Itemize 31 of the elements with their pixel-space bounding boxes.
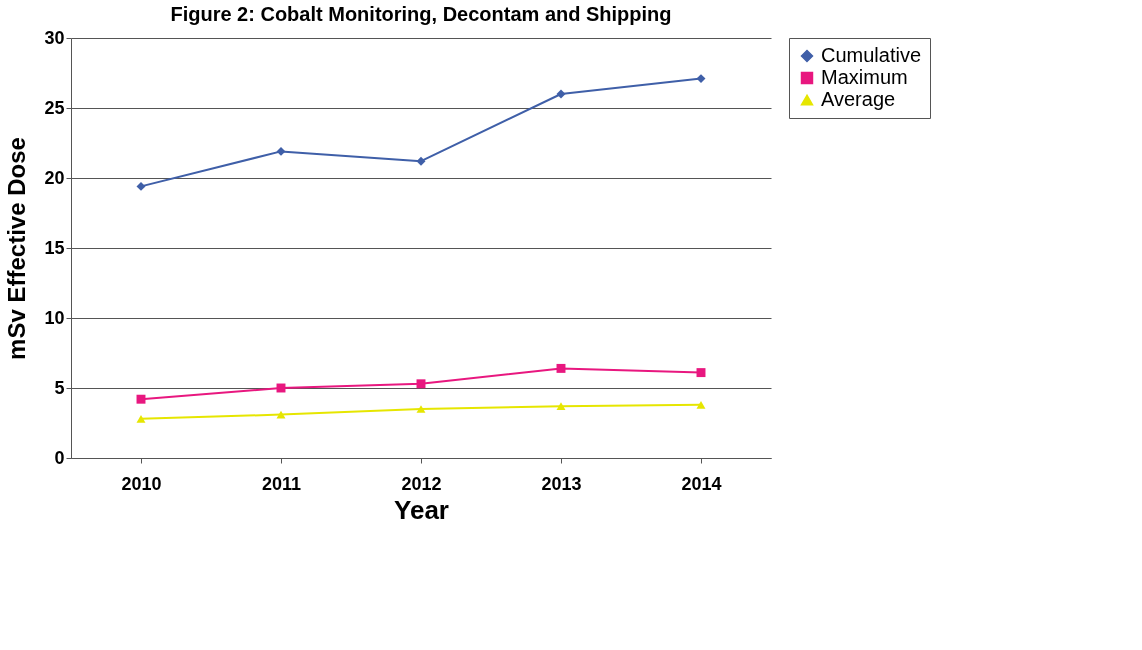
y-tick-label: 30: [44, 27, 65, 48]
point: [136, 414, 146, 423]
point: [696, 368, 706, 378]
x-tick-label: 2012: [401, 473, 442, 494]
y-tick-label: 25: [44, 97, 65, 118]
point: [556, 363, 566, 373]
chart-title: Figure 2: Cobalt Monitoring, Decontam and Shipping: [170, 3, 672, 25]
point: [136, 394, 146, 404]
x-tick-label: 2010: [121, 473, 162, 494]
legend-label: Cumulative: [821, 44, 922, 66]
point: [416, 405, 426, 413]
y-tick-label: 15: [44, 237, 65, 258]
point: [556, 89, 566, 99]
x-tick-label: 2013: [541, 473, 582, 494]
x-tick-label: 2014: [681, 473, 722, 494]
y-tick-label: 5: [54, 377, 65, 398]
legend-label: Average: [821, 88, 896, 110]
point: [696, 400, 706, 409]
y-tick-label: 10: [44, 307, 65, 328]
y-tick-label: 20: [44, 167, 65, 188]
point: [416, 379, 426, 389]
x-tick-label: 2011: [261, 473, 302, 494]
point: [696, 74, 706, 84]
point: [276, 146, 286, 156]
x-axis-title: Year: [394, 494, 449, 525]
y-tick-label: 0: [54, 447, 65, 468]
legend-label: Maximum: [821, 66, 908, 88]
y-axis-title: mSv Effective Dose: [3, 137, 31, 360]
point: [136, 181, 146, 191]
point: [556, 402, 566, 411]
point: [416, 156, 426, 166]
